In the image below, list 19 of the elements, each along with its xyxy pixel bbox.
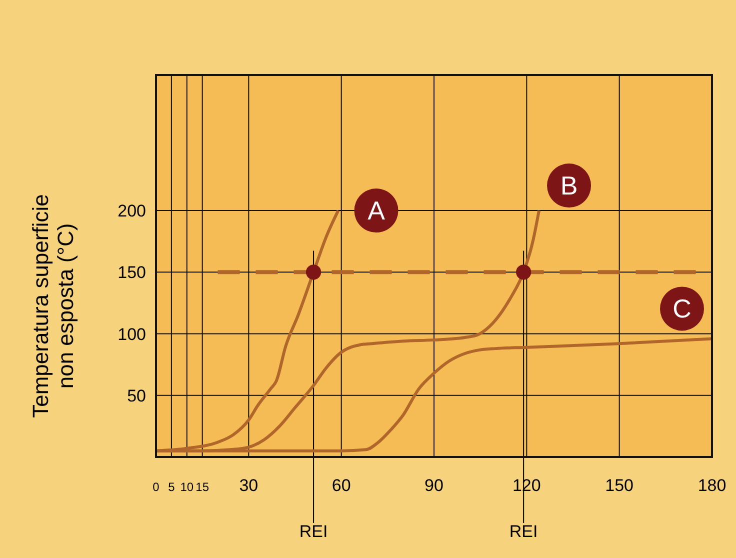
series-label: A (368, 196, 386, 226)
x-tick-label: 15 (196, 480, 210, 494)
y-tick-label: 100 (118, 324, 146, 344)
x-tick-label: 30 (239, 476, 258, 495)
x-tick-label: 180 (698, 476, 726, 495)
y-axis-title: Temperatura superficie non esposta (°C) (28, 194, 78, 418)
series-label: C (672, 294, 692, 324)
x-tick-label: 60 (332, 476, 351, 495)
x-tick-label: 10 (180, 480, 194, 494)
y-tick-label: 200 (118, 202, 146, 221)
x-tick-label: 5 (168, 480, 176, 494)
y-tick-label: 50 (127, 386, 146, 406)
ref-line-label: REI (509, 522, 538, 541)
ref-line-label: REI (299, 522, 328, 541)
series-label: B (560, 170, 578, 201)
x-tick-label: 0 (152, 480, 160, 494)
x-tick-label: 90 (424, 476, 444, 495)
x-tick-label: 150 (605, 476, 634, 495)
y-tick-label: 150 (118, 263, 146, 282)
